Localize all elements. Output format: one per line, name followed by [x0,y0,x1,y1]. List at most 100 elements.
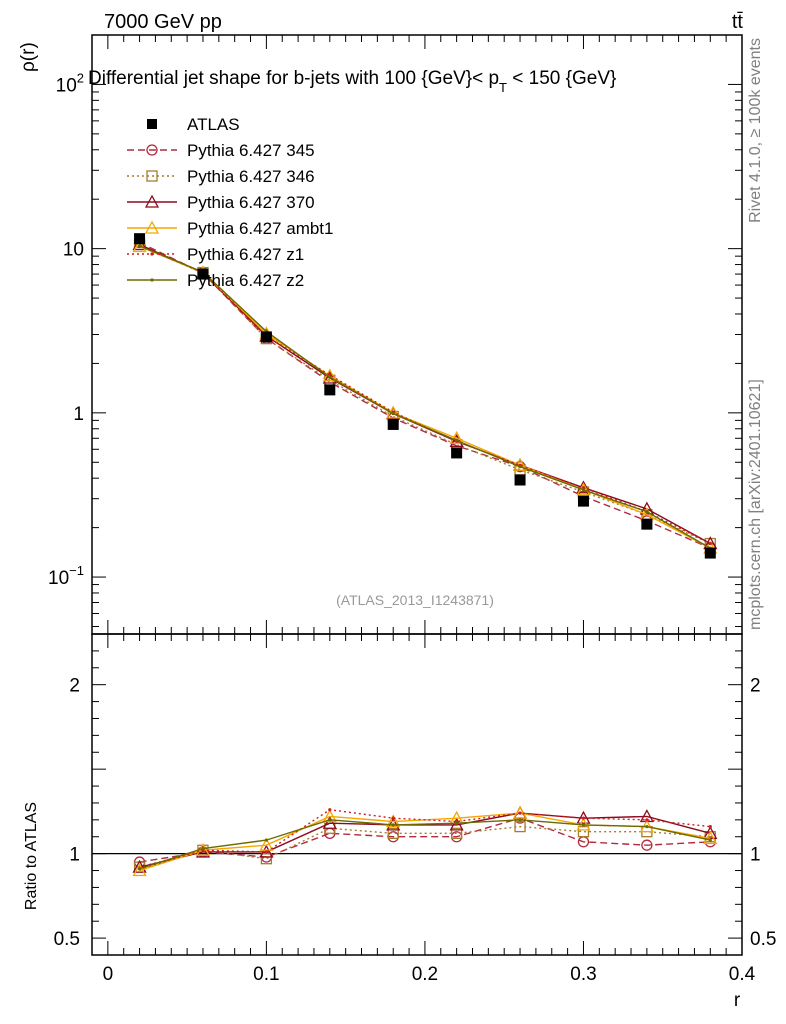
data-point [641,518,653,530]
chart-title-suffix: < 150 {GeV} [507,68,616,89]
series-point [576,810,591,824]
series-point [132,239,147,253]
series-point [137,244,142,248]
series-point [455,821,459,825]
series-point [455,438,459,442]
series-point [449,430,464,444]
data-point [134,233,146,245]
series-370 [132,805,718,873]
data-point [514,474,526,486]
data-point [260,331,272,343]
series-line [139,819,711,870]
mcplots-label: mcplots.cern.ch [arXiv:2401.10621] [747,379,764,630]
reference-label: (ATLAS_2013_I1243871) [336,592,494,608]
chart-title-main: Differential jet shape for b-jets with 1… [88,68,499,89]
series-point [201,846,205,851]
legend: ATLAS Pythia 6.427 345 Pythia 6.427 346 Pyt… [127,115,333,290]
y-tick-label: 10 [63,240,84,261]
chart-title-subscript: T [499,80,507,95]
series-line [139,245,711,545]
ratio-tick-label-left: 0.5 [54,929,80,950]
series-point [264,850,268,854]
legend-label: ATLAS [187,115,240,134]
series-line [139,243,711,545]
x-tick-label: 0.4 [729,964,756,985]
series-point [703,831,718,845]
ratio-tick-label-left: 2 [69,676,80,697]
y-tick-label-base: 10 [56,75,77,96]
legend-label: Pythia 6.427 z1 [187,245,304,264]
series-point [645,818,649,822]
data-point [387,418,399,430]
x-axis-label: r [734,990,741,1011]
series-point [322,809,337,823]
series-line [139,245,711,549]
ratio-tick-label-right: 2 [750,676,761,697]
series-point [328,818,332,822]
series-point [518,818,522,822]
series-point [708,825,712,829]
y-tick-label: 102 [56,70,84,96]
series-line [139,812,711,868]
series-point [708,541,712,546]
data-point [451,447,463,459]
series-point [328,808,332,812]
series-point [641,839,653,851]
x-tick-label: 0.2 [412,964,438,985]
legend-label: Pythia 6.427 345 [187,141,315,160]
ratio-axis-label: Ratio to ATLAS [23,802,40,910]
series-point [322,815,337,829]
data-point [577,495,589,507]
legend-label: Pythia 6.427 370 [187,193,315,212]
series-point [137,867,142,871]
data-point [704,547,716,559]
series-point [581,816,586,820]
process-label: tt̄ [732,11,744,33]
series-point [514,820,526,833]
series-point [518,811,522,815]
series-point [391,411,395,416]
series-point [386,814,401,828]
ratio-tick-label-right: 1 [750,845,761,866]
series-point [260,853,273,865]
series-point [391,816,395,820]
series-line [139,825,711,868]
series-point [259,837,274,851]
series-z2 [137,244,712,550]
series-345 [133,812,716,868]
series-point [328,375,332,379]
y-tick-label-base: 1 [73,404,84,425]
data-point [197,268,209,280]
series-point [645,510,649,514]
legend-marker-atlas [147,119,157,129]
series-line [139,817,711,863]
x-tick-label: 0.3 [570,964,596,985]
series-point [264,838,268,842]
series-point [132,863,147,877]
rivet-version-label: Rivet 4.1.0, ≥ 100k events [747,38,764,223]
series-z2 [137,818,712,871]
legend-marker [150,252,154,256]
y-axis-label: ρ(r) [18,42,39,72]
series-point [450,827,463,840]
series-point [387,827,399,840]
series-point [581,488,586,492]
ratio-tick-label-right: 0.5 [750,929,776,950]
ratio-frame [91,633,743,956]
legend-marker [144,194,160,208]
legend-marker [146,170,158,182]
legend-marker [146,144,158,156]
series-point [577,826,590,838]
series-point [512,805,528,819]
series-line [139,812,711,872]
series-point [581,823,586,827]
energy-label: 7000 GeV pp [104,11,222,33]
y-tick-label: 10−1 [48,563,84,589]
x-tick-label: 0.1 [253,964,279,985]
legend-label: Pythia 6.427 346 [187,167,315,186]
series-point [449,817,464,831]
x-tick-label: 0 [103,964,114,985]
series-point [645,825,649,829]
y-tick-label-base: 10 [63,240,84,261]
